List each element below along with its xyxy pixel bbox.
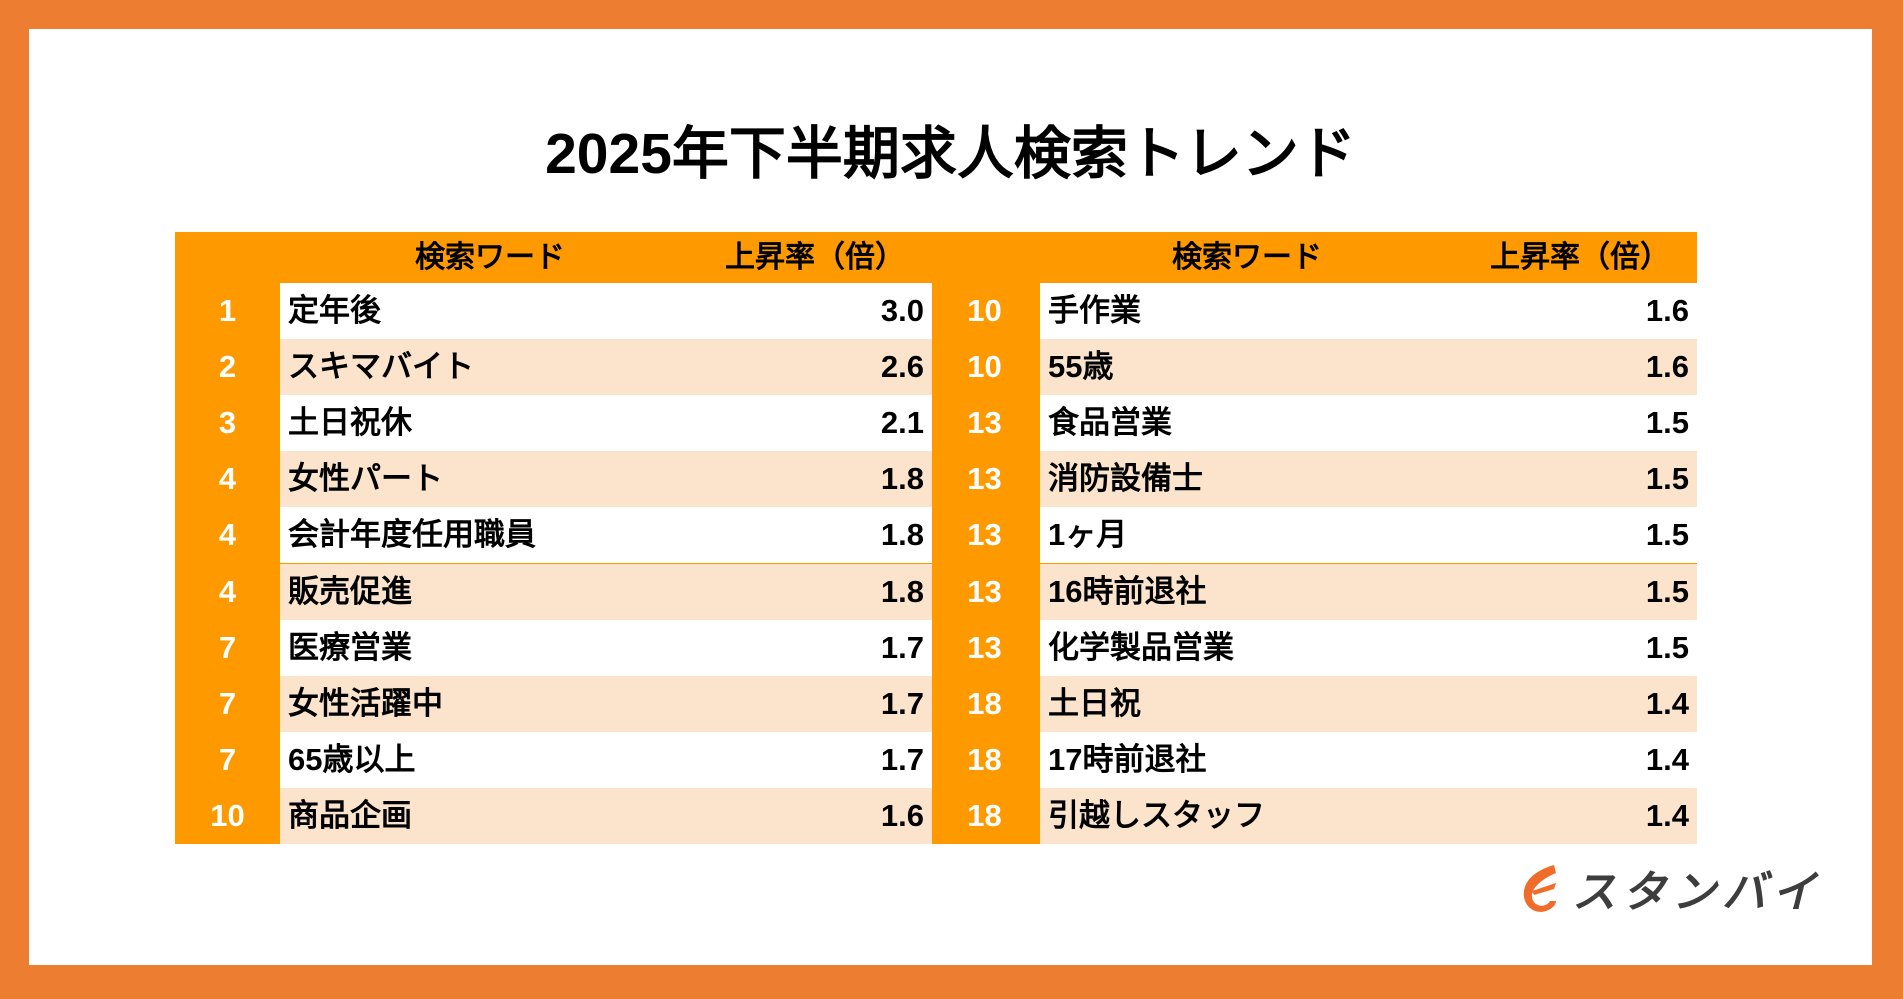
rank-cell: 7 — [218, 741, 237, 777]
rate-cell: 1.5 — [1460, 563, 1697, 620]
table-row: 18 17時前退社 1.4 — [175, 731, 1697, 788]
table-row: 4 会計年度任用職員 1.8 — [175, 507, 1697, 564]
stanby-logo: スタンバイ — [1520, 861, 1820, 919]
table-row: 10 55歳 1.6 — [175, 339, 1697, 396]
table-row: 13 1ヶ月 1.5 — [175, 507, 1697, 564]
keyword-cell: 65歳以上 — [280, 731, 700, 788]
rank-cell: 18 — [967, 741, 1002, 777]
rank-cell: 10 — [967, 349, 1002, 385]
keyword-cell: 販売促進 — [280, 563, 700, 620]
keyword-cell: 商品企画 — [280, 787, 700, 844]
keyword-cell: スキマバイト — [280, 339, 700, 396]
infographic-canvas: 2025年下半期求人検索トレンド 検索ワード 上昇率（倍） 検索ワード 上昇率（… — [29, 29, 1872, 965]
rank-cell: 18 — [967, 685, 1002, 721]
rank-cell: 13 — [967, 461, 1002, 497]
rate-cell: 2.1 — [700, 395, 932, 452]
keyword-cell: 消防設備士 — [1040, 451, 1460, 508]
table-row: 4 販売促進 1.8 — [175, 563, 1697, 620]
table-row: 13 消防設備士 1.5 — [175, 451, 1697, 508]
logo-text: スタンバイ — [1572, 868, 1820, 917]
table-row: 2 スキマバイト 2.6 — [175, 339, 1697, 396]
header-keyword-right: 検索ワード — [1172, 241, 1322, 274]
rate-cell: 3.0 — [700, 283, 932, 339]
table-row: 10 商品企画 1.6 — [175, 787, 1697, 844]
rate-cell: 1.5 — [1460, 619, 1697, 676]
rate-cell: 1.7 — [700, 731, 932, 788]
table-row: 3 土日祝休 2.1 — [175, 395, 1697, 452]
rank-cell: 18 — [967, 797, 1002, 833]
keyword-cell: 引越しスタッフ — [1040, 787, 1460, 844]
rank-cell: 1 — [218, 293, 237, 328]
rate-cell: 2.6 — [700, 339, 932, 396]
table-row: 1 定年後 3.0 — [175, 283, 1697, 339]
rate-cell: 1.6 — [700, 787, 932, 844]
rate-cell: 1.7 — [700, 619, 932, 676]
table-row: 13 16時前退社 1.5 — [175, 563, 1697, 620]
rate-cell: 1.6 — [1460, 283, 1697, 339]
keyword-cell: 手作業 — [1040, 283, 1460, 339]
wing-e-icon — [1523, 865, 1556, 912]
rank-cell: 4 — [218, 517, 237, 553]
keyword-cell: 女性パート — [280, 451, 700, 508]
rate-cell: 1.6 — [1460, 339, 1697, 396]
keyword-cell: 55歳 — [1040, 339, 1460, 396]
keyword-cell: 医療営業 — [280, 619, 700, 676]
rate-cell: 1.7 — [700, 675, 932, 732]
keyword-cell: 会計年度任用職員 — [280, 507, 700, 564]
rank-cell: 13 — [967, 405, 1002, 441]
rank-cell: 7 — [218, 629, 237, 665]
keyword-cell: 食品営業 — [1040, 395, 1460, 452]
rate-cell: 1.4 — [1460, 675, 1697, 732]
table-row: 7 65歳以上 1.7 — [175, 731, 1697, 788]
rate-cell: 1.8 — [700, 451, 932, 508]
rank-cell: 2 — [218, 349, 237, 385]
rank-cell: 13 — [967, 573, 1002, 609]
header-rate-right: 上昇率（倍） — [1490, 241, 1670, 274]
table-row: 10 手作業 1.6 — [175, 283, 1697, 339]
table-row: 7 医療営業 1.7 — [175, 619, 1697, 676]
rank-cell: 4 — [218, 461, 237, 497]
rank-cell: 10 — [967, 293, 1002, 328]
table-row: 13 化学製品営業 1.5 — [175, 619, 1697, 676]
keyword-cell: 1ヶ月 — [1040, 507, 1460, 564]
rate-cell: 1.5 — [1460, 451, 1697, 508]
rank-cell: 4 — [218, 573, 237, 609]
table-row: 7 女性活躍中 1.7 — [175, 675, 1697, 732]
rate-cell: 1.4 — [1460, 731, 1697, 788]
rate-cell: 1.8 — [700, 507, 932, 564]
logo-svg: スタンバイ — [1523, 865, 1820, 917]
table-row: 4 女性パート 1.8 — [175, 451, 1697, 508]
keyword-cell: 17時前退社 — [1040, 731, 1460, 788]
rank-cell: 13 — [967, 629, 1002, 665]
rate-cell: 1.5 — [1460, 395, 1697, 452]
keyword-cell: 定年後 — [280, 283, 700, 339]
rank-cell: 3 — [218, 405, 237, 441]
page-title: 2025年下半期求人検索トレンド — [545, 122, 1356, 186]
keyword-cell: 土日祝休 — [280, 395, 700, 452]
table-row: 18 引越しスタッフ 1.4 — [175, 787, 1697, 844]
table-row: 13 食品営業 1.5 — [175, 395, 1697, 452]
table-row: 18 土日祝 1.4 — [175, 675, 1697, 732]
rank-cell: 7 — [218, 685, 237, 721]
keyword-cell: 16時前退社 — [1040, 563, 1460, 620]
header-keyword-left: 検索ワード — [415, 241, 565, 274]
keyword-cell: 女性活躍中 — [280, 675, 700, 732]
rank-cell: 10 — [210, 797, 245, 833]
header-rate-left: 上昇率（倍） — [725, 241, 905, 274]
rate-cell: 1.8 — [700, 563, 932, 620]
rank-cell: 13 — [967, 517, 1002, 553]
rate-cell: 1.5 — [1460, 507, 1697, 564]
rate-cell: 1.4 — [1460, 787, 1697, 844]
keyword-cell: 化学製品営業 — [1040, 619, 1460, 676]
keyword-cell: 土日祝 — [1040, 675, 1460, 732]
ranking-table: 検索ワード 上昇率（倍） 検索ワード 上昇率（倍） 1 定年後 3.0 2 スキマバイト… — [175, 232, 1697, 844]
